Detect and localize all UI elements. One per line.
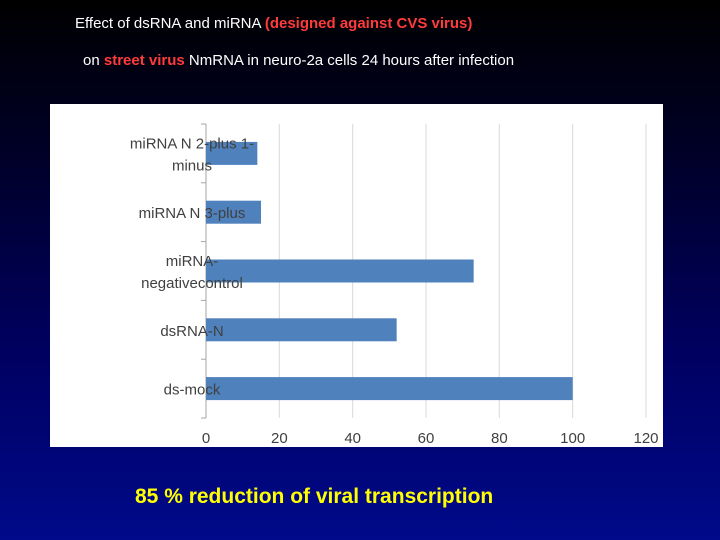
category-label-2-line-0: miRNA- xyxy=(166,253,219,270)
x-tick-label-5: 100 xyxy=(560,430,585,447)
chart-panel: miRNA N 2-plus 1- minus miRNA N 3-plus miRN… xyxy=(50,104,663,447)
bar-2 xyxy=(206,259,474,283)
x-tick-label-4: 80 xyxy=(491,430,508,447)
bar-1 xyxy=(206,200,261,224)
bar-4 xyxy=(206,377,573,401)
slide-title-line-2: on street virus NmRNA in neuro-2a cells … xyxy=(83,52,515,69)
x-tick-label-3: 60 xyxy=(418,430,435,447)
x-tick-label-2: 40 xyxy=(344,430,361,447)
category-label-0-line-1: minus xyxy=(172,157,212,174)
category-label-3: dsRNA-N xyxy=(160,323,223,340)
title-highlight: (designed against CVS virus) xyxy=(264,15,473,32)
slide-title-line-1: Effect of dsRNA and miRNA (designed agai… xyxy=(75,15,473,32)
category-label-1: miRNA N 3-plus xyxy=(139,205,246,222)
category-label-4: ds-mock xyxy=(164,382,221,399)
x-tick-label-0: 0 xyxy=(202,430,210,447)
bar-chart: miRNA N 2-plus 1- minus miRNA N 3-plus miRN… xyxy=(130,123,659,447)
x-tick-label-6: 120 xyxy=(633,430,658,447)
result-caption: 85 % reduction of viral transcription xyxy=(135,485,494,508)
category-label-0-line-0: miRNA N 2-plus 1- xyxy=(130,135,254,152)
category-label-2-line-1: negativecontrol xyxy=(141,275,243,292)
bar-0 xyxy=(206,141,258,165)
title-highlight-street-virus: street virus xyxy=(103,52,185,69)
bar-3 xyxy=(206,318,397,342)
x-tick-label-1: 20 xyxy=(271,430,288,447)
